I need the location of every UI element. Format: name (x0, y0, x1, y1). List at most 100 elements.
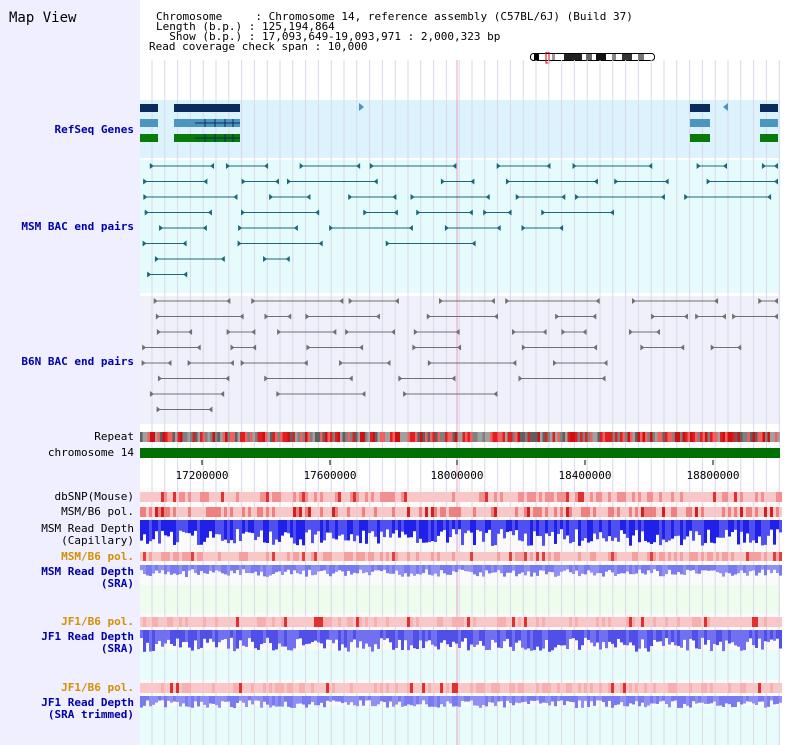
read-depth-bar (758, 565, 761, 573)
track-label-jf1-depth-sra-sub: (SRA) (100, 642, 134, 655)
polymorphism-cell (635, 507, 638, 517)
polymorphism-cell (476, 492, 479, 502)
track-label-b6n-bac[interactable]: B6N BAC end pairs (21, 355, 134, 368)
read-depth-bar (494, 696, 497, 707)
polymorphism-cell (515, 507, 518, 517)
repeat-segment (772, 432, 775, 442)
polymorphism-cell (518, 507, 521, 517)
polymorphism-cell (725, 617, 728, 627)
polymorphism-cell (551, 617, 554, 627)
read-depth-bar (161, 630, 164, 647)
track-label-refseq[interactable]: RefSeq Genes (54, 123, 134, 136)
read-depth-bar (698, 630, 701, 650)
repeat-segment (352, 432, 355, 442)
polymorphism-cell (398, 552, 401, 561)
read-depth-bar (473, 696, 476, 706)
read-depth-bar (182, 630, 185, 642)
polymorphism-cell (755, 507, 758, 517)
polymorphism-cell (398, 683, 401, 693)
polymorphism-cell (530, 617, 533, 627)
read-depth-bar (524, 565, 527, 576)
polymorphism-cell (335, 617, 338, 627)
polymorphism-cell (422, 617, 425, 627)
repeat-segment (687, 432, 690, 442)
polymorphism-cell (335, 683, 338, 693)
polymorphism-cell (236, 617, 239, 627)
read-depth-bar (413, 520, 416, 532)
track-label-msm-bac[interactable]: MSM BAC end pairs (21, 220, 134, 233)
read-depth-bar (593, 630, 596, 647)
read-depth-bar (455, 630, 458, 644)
read-depth-bar (170, 565, 173, 575)
polymorphism-cell (272, 507, 275, 517)
bac-end-marker (512, 360, 517, 366)
polymorphism-cell (776, 683, 779, 693)
polymorphism-cell (299, 492, 302, 502)
read-depth-bar (170, 696, 173, 703)
repeat-segment (295, 432, 298, 442)
repeat-segment (675, 432, 678, 442)
polymorphism-cell (194, 617, 197, 627)
read-depth-bar (416, 696, 419, 705)
bac-end-marker (660, 194, 665, 200)
polymorphism-cell (677, 507, 680, 517)
polymorphism-cell (173, 552, 176, 561)
polymorphism-cell (260, 617, 263, 627)
read-depth-bar (257, 630, 260, 650)
read-depth-bar (425, 520, 428, 543)
bac-end-marker (408, 225, 413, 231)
bac-end-marker (603, 360, 608, 366)
repeat-segment (450, 432, 453, 442)
repeat-segment (550, 432, 553, 442)
repeat-segment (762, 432, 765, 442)
repeat-segment (197, 432, 200, 442)
polymorphism-cell (275, 492, 278, 502)
bac-end-marker (315, 209, 320, 216)
bac-end-marker (264, 163, 269, 169)
polymorphism-cell (659, 507, 662, 517)
bac-end-marker (155, 313, 160, 320)
polymorphism-cell (752, 492, 755, 502)
polymorphism-cell (524, 552, 527, 561)
polymorphism-cell (395, 552, 398, 561)
read-depth-bar (386, 520, 389, 530)
polymorphism-cell (290, 552, 293, 561)
polymorphism-cell (404, 617, 407, 627)
read-depth-bar (569, 630, 572, 640)
polymorphism-cell (734, 507, 737, 517)
polymorphism-cell (479, 492, 482, 502)
polymorphism-cell (203, 492, 206, 502)
read-depth-bar (224, 630, 227, 639)
read-depth-bar (698, 565, 701, 574)
read-depth-bar (728, 696, 731, 705)
polymorphism-cell (662, 683, 665, 693)
polymorphism-cell (269, 507, 272, 517)
polymorphism-cell (476, 683, 479, 693)
repeat-segment (555, 432, 558, 442)
read-depth-bar (482, 520, 485, 542)
polymorphism-cell (728, 683, 731, 693)
read-depth-bar (617, 520, 620, 542)
polymorphism-cell (323, 617, 326, 627)
chromosome-ideogram[interactable] (530, 52, 656, 64)
repeat-segment (642, 432, 645, 442)
read-depth-bar (458, 630, 461, 648)
polymorphism-cell (704, 492, 707, 502)
read-depth-bar (596, 630, 599, 643)
read-depth-bar (560, 565, 563, 572)
polymorphism-cell (557, 552, 560, 561)
read-depth-bar (608, 630, 611, 642)
polymorphism-cell (536, 617, 539, 627)
repeat-segment (640, 432, 643, 442)
polymorphism-cell (179, 492, 182, 502)
read-depth-bar (515, 630, 518, 643)
polymorphism-cell (644, 552, 647, 561)
repeat-segment (770, 432, 773, 442)
polymorphism-cell (704, 617, 707, 627)
repeat-segment (460, 432, 463, 442)
read-depth-bar (602, 565, 605, 577)
read-depth-bar (608, 696, 611, 701)
ideogram-band (638, 53, 644, 61)
read-depth-bar (209, 696, 212, 704)
